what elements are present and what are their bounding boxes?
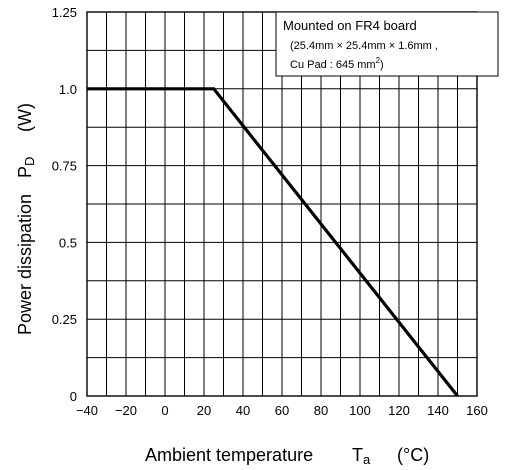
- legend-line-1: Mounted on FR4 board: [283, 18, 417, 33]
- y-tick-label: 0.75: [52, 159, 77, 174]
- legend-box: Mounted on FR4 board (25.4mm × 25.4mm × …: [275, 11, 499, 77]
- x-tick-label: −20: [115, 403, 137, 418]
- x-tick-label: 100: [349, 403, 371, 418]
- x-axis-title-main: Ambient temperature: [145, 445, 313, 465]
- derating-curve: [87, 87, 459, 397]
- y-axis-title-symbol: PD: [15, 157, 37, 178]
- y-axis-title: Power dissipation PD (W): [15, 103, 37, 335]
- x-axis-subscript: a: [363, 452, 371, 467]
- x-axis-title-symbol: Ta: [352, 445, 371, 467]
- x-tick-label: −40: [76, 403, 98, 418]
- y-axis-title-unit: (W): [15, 103, 35, 132]
- y-tick-label: 0.5: [59, 235, 77, 250]
- x-axis-symbol: T: [352, 445, 363, 465]
- legend-line-2: (25.4mm × 25.4mm × 1.6mm ,: [290, 40, 438, 52]
- x-tick-label: 40: [236, 403, 250, 418]
- x-tick-label: 140: [427, 403, 449, 418]
- x-tick-label: 0: [161, 403, 168, 418]
- legend-line-3-end: ): [380, 59, 384, 71]
- legend-line-3: Cu Pad : 645 mm2): [290, 56, 384, 71]
- x-tick-label: 60: [275, 403, 289, 418]
- x-tick-label: 20: [197, 403, 211, 418]
- y-tick-label: 1.25: [52, 5, 77, 20]
- y-axis-subscript: D: [22, 157, 37, 166]
- x-axis-title-unit: (°C): [397, 445, 429, 465]
- legend-line-3-superscript: 2: [376, 56, 381, 65]
- x-tick-label: 80: [314, 403, 328, 418]
- y-tick-label: 0.25: [52, 312, 77, 327]
- x-tick-label: 160: [466, 403, 488, 418]
- y-tick-labels: 0 0.25 0.5 0.75 1.0 1.25: [52, 5, 77, 404]
- legend-line-3-text: Cu Pad : 645 mm: [290, 59, 376, 71]
- y-tick-label: 0: [70, 389, 77, 404]
- y-tick-label: 1.0: [59, 82, 77, 97]
- x-axis-title: Ambient temperature Ta (°C): [145, 445, 429, 467]
- y-axis-symbol: P: [15, 166, 35, 178]
- x-tick-label: 120: [388, 403, 410, 418]
- legend-frame: [275, 11, 499, 77]
- series-layer: [87, 87, 459, 397]
- y-axis-title-main: Power dissipation: [15, 194, 35, 335]
- x-tick-labels: −40 −20 0 20 40 60 80 100 120 140 160: [76, 403, 488, 418]
